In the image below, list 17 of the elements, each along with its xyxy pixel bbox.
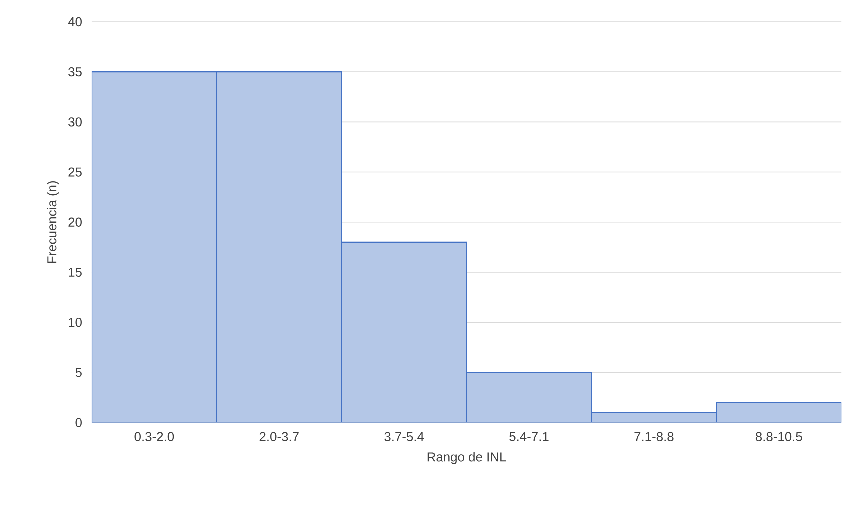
y-tick-label: 35 xyxy=(68,68,82,77)
x-tick-label: 8.8-10.5 xyxy=(756,432,802,442)
y-tick-label: 15 xyxy=(69,268,82,278)
y-tick-label: 20 xyxy=(68,218,82,228)
x-tick-label: 7.1-8.8 xyxy=(634,432,674,442)
x-tick-label: 2.0-3.7 xyxy=(260,432,299,442)
y-tick-label: 40 xyxy=(68,18,82,27)
y-tick-label: 30 xyxy=(68,118,82,127)
y-tick-label: 0 xyxy=(76,418,82,428)
x-axis-title: Rango de INL xyxy=(428,452,506,464)
x-tick-label: 0.3-2.0 xyxy=(134,432,174,442)
y-tick-label: 10 xyxy=(69,318,82,328)
x-tick-label: 3.7-5.4 xyxy=(384,432,424,442)
y-axis-title: Frecuencia (n) xyxy=(47,182,60,264)
y-tick-label: 25 xyxy=(68,168,82,177)
y-tick-label: 5 xyxy=(76,368,82,378)
x-tick-label: 5.4-7.1 xyxy=(510,432,549,442)
